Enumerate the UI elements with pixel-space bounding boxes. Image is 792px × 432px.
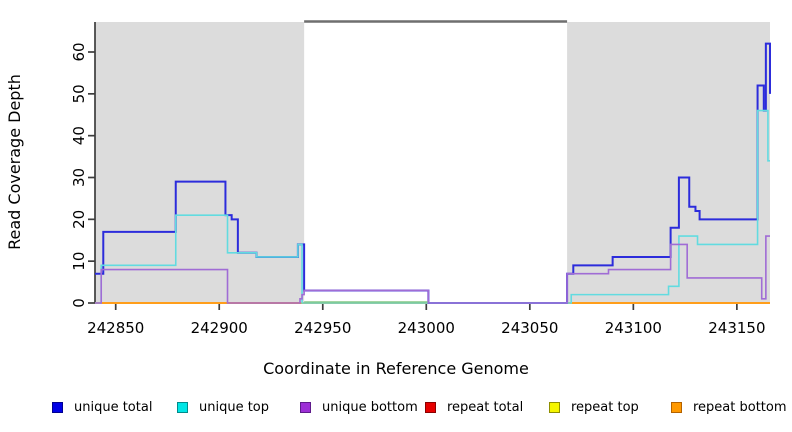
legend-label-unique-bottom: unique bottom [322,399,418,415]
legend: unique total unique top unique bottom re… [0,398,792,420]
legend-item-unique-top: unique top [177,398,269,416]
svg-text:243000: 243000 [398,319,455,337]
svg-text:20: 20 [70,210,88,229]
legend-swatch-repeat-total [425,401,436,413]
svg-text:0: 0 [70,298,88,308]
svg-text:40: 40 [70,126,88,145]
coverage-chart: 242850 242900 242950 243000 243050 243100 2431… [70,20,771,337]
legend-item-repeat-total: repeat total [425,398,523,416]
svg-text:50: 50 [70,84,88,103]
svg-text:242850: 242850 [87,319,144,337]
svg-text:243150: 243150 [708,319,765,337]
legend-label-repeat-total: repeat total [447,399,524,415]
legend-item-repeat-top: repeat top [549,398,639,416]
legend-swatch-unique-top [177,401,188,413]
legend-item-unique-bottom: unique bottom [300,398,418,416]
legend-label-unique-total: unique total [74,399,153,415]
legend-swatch-repeat-bottom [671,401,682,413]
legend-item-unique-total: unique total [52,398,152,416]
legend-label-unique-top: unique top [199,399,270,415]
svg-text:60: 60 [70,42,88,61]
svg-text:242950: 242950 [294,319,351,337]
legend-swatch-unique-bottom [300,401,311,413]
x-axis-title: Coordinate in Reference Genome [263,359,529,378]
svg-text:243100: 243100 [605,319,662,337]
legend-label-repeat-bottom: repeat bottom [693,399,787,415]
svg-text:30: 30 [70,168,88,187]
y-axis-title: Read Coverage Depth [5,74,24,250]
svg-text:242900: 242900 [191,319,248,337]
svg-text:243050: 243050 [501,319,558,337]
legend-item-repeat-bottom: repeat bottom [671,398,787,416]
legend-swatch-repeat-top [549,401,560,413]
legend-label-repeat-top: repeat top [571,399,639,415]
legend-swatch-unique-total [52,401,63,413]
svg-text:10: 10 [70,252,88,271]
